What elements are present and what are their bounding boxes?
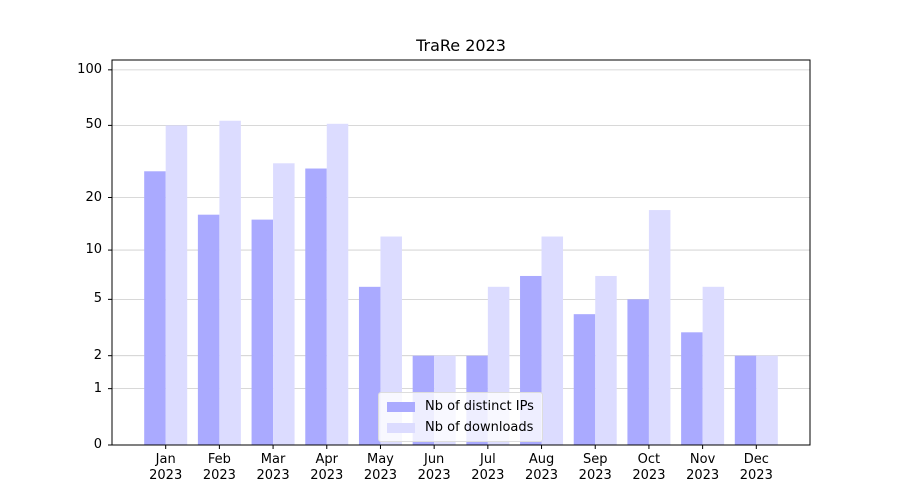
x-tick-label: Apr 2023: [310, 452, 344, 483]
x-tick-label: Dec 2023: [739, 452, 773, 483]
y-tick-label: 0: [93, 437, 102, 452]
legend-item: Nb of distinct IPs: [387, 396, 534, 417]
bar: [326, 123, 349, 445]
bar: [251, 219, 274, 445]
bar: [219, 120, 241, 446]
x-tick-label: Jun 2023: [417, 452, 451, 483]
bar: [681, 332, 703, 445]
x-tick-label: Feb 2023: [202, 452, 236, 483]
bar: [144, 171, 166, 445]
bar: [627, 299, 649, 445]
legend-label: Nb of distinct IPs: [425, 399, 534, 414]
x-tick-label: Aug 2023: [524, 452, 559, 483]
x-tick-label: Oct 2023: [632, 452, 666, 483]
bar: [648, 210, 671, 445]
bar: [702, 286, 725, 445]
bar: [573, 314, 596, 445]
bar: [541, 236, 564, 445]
y-tick-label: 5: [93, 291, 102, 307]
y-tick-label: 1: [93, 380, 102, 396]
bar: [165, 125, 188, 445]
y-tick-label: 50: [85, 117, 102, 133]
legend-label: Nb of downloads: [425, 420, 534, 435]
y-tick-label: 10: [85, 242, 102, 258]
y-tick-label: 2: [93, 347, 102, 363]
y-tick-label: 20: [85, 189, 102, 205]
bar: [595, 275, 617, 445]
bar: [273, 163, 295, 445]
x-tick-label: Jan 2023: [149, 452, 183, 483]
bar: [197, 214, 220, 445]
bar: [734, 355, 757, 445]
y-tick-label: 100: [77, 61, 102, 77]
x-tick-label: May 2023: [363, 452, 397, 483]
x-tick-label: Mar 2023: [256, 452, 290, 483]
axes-frame: [111, 59, 811, 446]
x-tick-label: Sep 2023: [578, 452, 612, 483]
bar: [756, 355, 778, 445]
x-tick-label: Nov 2023: [686, 452, 720, 483]
legend-item: Nb of downloads: [387, 417, 534, 438]
legend: Nb of distinct IPs Nb of downloads: [378, 392, 543, 442]
legend-swatch: [387, 401, 415, 412]
legend-swatch: [387, 422, 415, 433]
x-tick-label: Jul 2023: [471, 452, 505, 483]
chart-title: TraRe 2023: [416, 36, 506, 55]
bar: [305, 168, 327, 445]
bar: [358, 286, 381, 445]
